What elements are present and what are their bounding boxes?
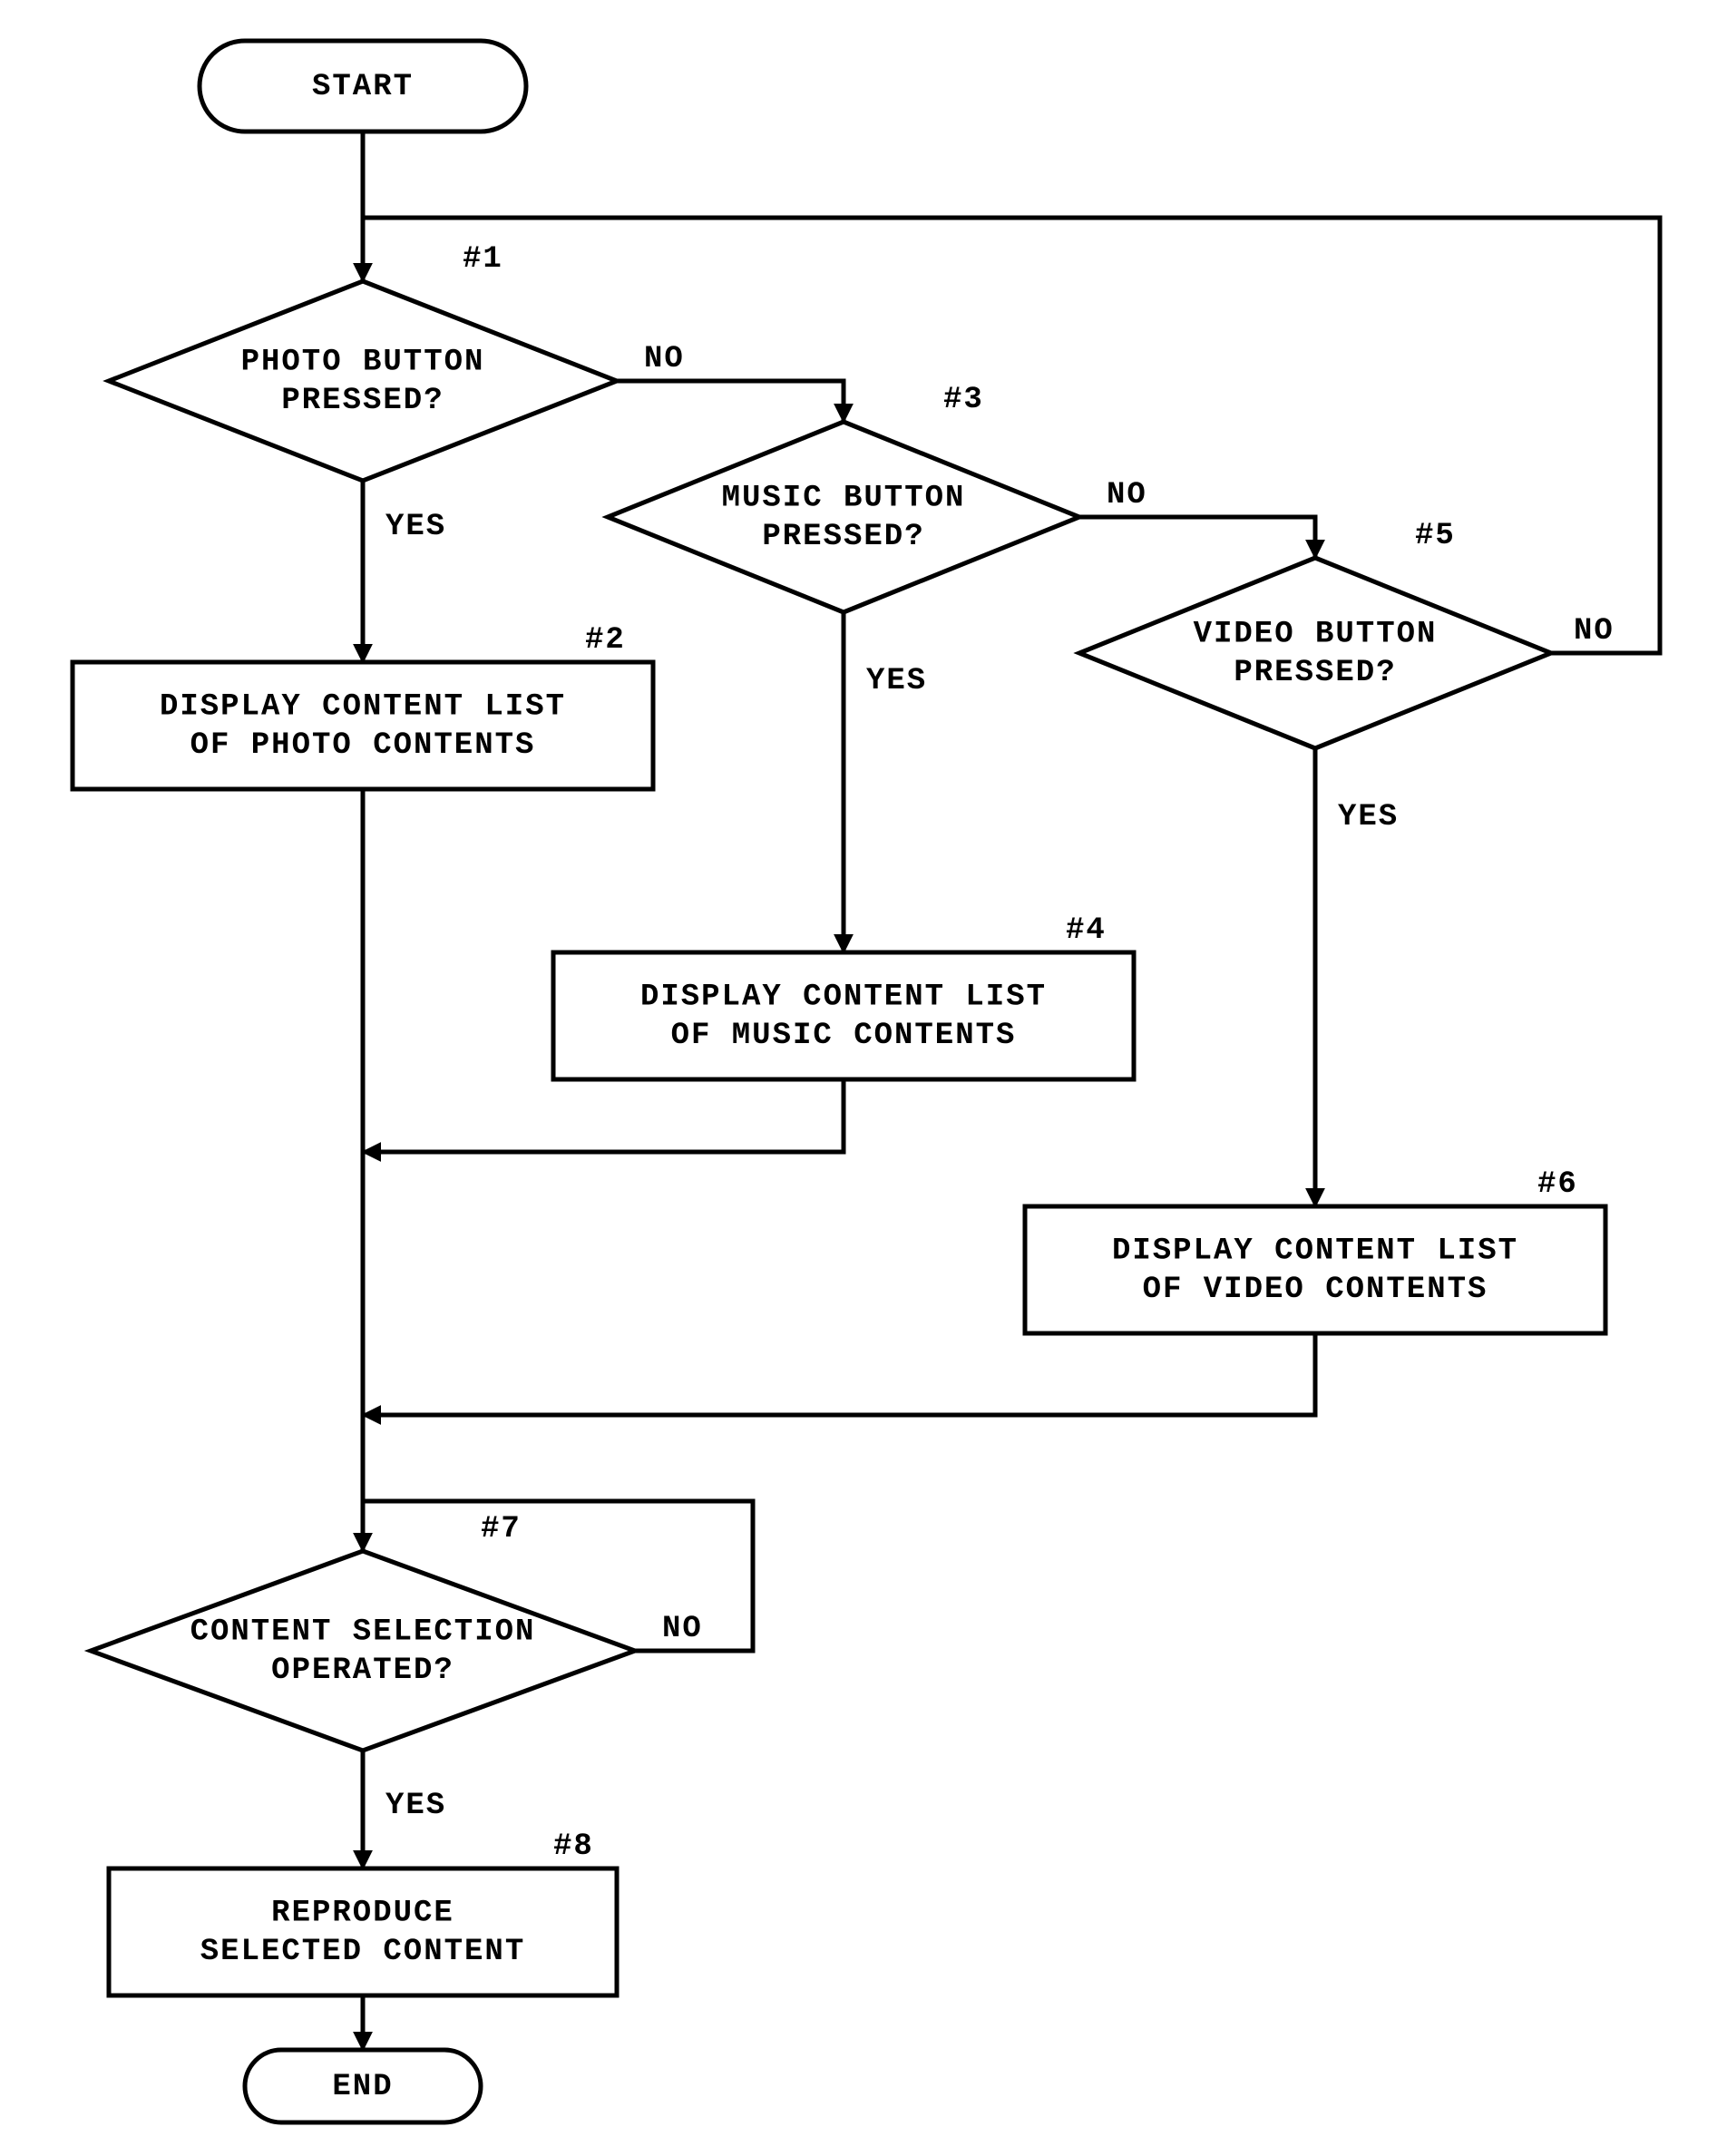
step-label: #7 xyxy=(481,1512,522,1546)
node-text: OF VIDEO CONTENTS xyxy=(1143,1273,1488,1307)
node-text: OF PHOTO CONTENTS xyxy=(190,728,536,763)
step-label: #5 xyxy=(1415,519,1456,553)
node-text: DISPLAY CONTENT LIST xyxy=(1112,1234,1518,1269)
edge-label: YES xyxy=(1338,800,1399,834)
flow-edge xyxy=(363,1333,1315,1415)
flow-edge xyxy=(1079,517,1315,558)
node-text: OPERATED? xyxy=(271,1654,454,1688)
node-text: MUSIC BUTTON xyxy=(722,482,966,516)
node-text: REPRODUCE xyxy=(271,1897,454,1931)
edge-label: NO xyxy=(1107,478,1147,512)
step-label: #2 xyxy=(585,623,626,658)
step-label: #1 xyxy=(463,242,503,277)
node-text: PRESSED? xyxy=(762,520,924,554)
node-text: PRESSED? xyxy=(281,384,444,418)
node-text: PHOTO BUTTON xyxy=(241,346,485,380)
node-text: START xyxy=(312,70,414,104)
node-text: CONTENT SELECTION xyxy=(190,1615,536,1650)
edge-label: NO xyxy=(662,1612,703,1646)
step-label: #4 xyxy=(1066,913,1107,948)
step-label: #3 xyxy=(943,383,984,417)
node-text: DISPLAY CONTENT LIST xyxy=(160,690,566,725)
edge-label: YES xyxy=(385,510,446,544)
node-start: START xyxy=(200,41,526,132)
flow-edge xyxy=(617,381,844,422)
node-text: SELECTED CONTENT xyxy=(200,1935,525,1969)
node-text: OF MUSIC CONTENTS xyxy=(671,1019,1017,1053)
node-text: PRESSED? xyxy=(1234,656,1396,690)
node-text: DISPLAY CONTENT LIST xyxy=(640,980,1047,1015)
node-text: VIDEO BUTTON xyxy=(1194,618,1438,652)
edge-label: YES xyxy=(385,1789,446,1823)
edge-label: YES xyxy=(866,664,927,698)
edge-label: NO xyxy=(644,342,685,376)
edges-group: NO YES NO YES NO YES NO YES xyxy=(363,132,1660,2050)
nodes-group: START PHOTO BUTTON PRESSED? #1 DISPLAY CONTE… xyxy=(73,41,1605,2122)
step-label: #8 xyxy=(553,1829,594,1864)
step-label: #6 xyxy=(1537,1167,1578,1202)
node-end: END xyxy=(245,2050,481,2122)
node-text: END xyxy=(332,2070,393,2104)
flow-edge xyxy=(363,1079,844,1152)
edge-label: NO xyxy=(1574,614,1615,649)
flowchart-canvas: NO YES NO YES NO YES NO YES START PHOTO BUTTON PRE… xyxy=(0,0,1727,2156)
flow-edge xyxy=(363,218,1660,653)
